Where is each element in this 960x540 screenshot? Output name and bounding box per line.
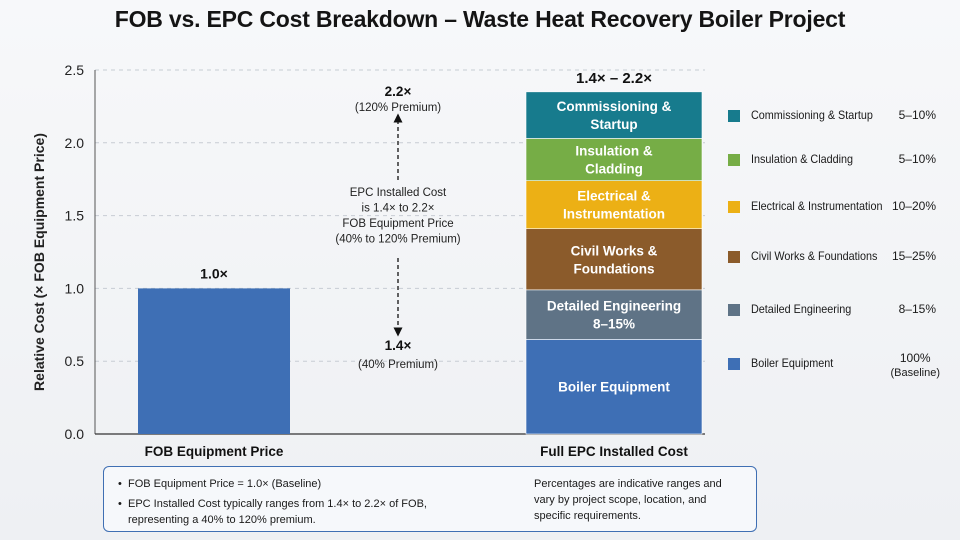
segment-insulation-cladding [525, 138, 703, 181]
segment-label-boiler-equipment: Boiler Equipment [558, 380, 670, 395]
legend-swatch [728, 251, 740, 263]
legend-percentage: 10–20% [891, 199, 936, 213]
x-category-fob: FOB Equipment Price [145, 444, 284, 459]
annotation-middle-text: EPC Installed Cost is 1.4× to 2.2× FOB Equ… [335, 187, 460, 246]
x-category-epc: Full EPC Installed Cost [540, 444, 688, 459]
legend-item: Boiler Equipment 100% (Baseline) [722, 345, 954, 385]
annotation-upper-note: (120% Premium) [355, 102, 441, 114]
legend-item: Electrical & Instrumentation 10–20% [722, 188, 954, 228]
notes-left: FOB Equipment Price = 1.0× (Baseline) EP… [118, 476, 438, 528]
bar-fob-equipment [138, 288, 290, 434]
segment-label-commissioning-startup: Commissioning & Startup [557, 99, 672, 132]
bar-label-fob: 1.0× [200, 265, 228, 281]
legend-item: Commissioning & Startup 5–10% [722, 97, 954, 137]
legend-swatch [728, 304, 740, 316]
legend-swatch [728, 358, 740, 370]
y-tick-label: 2.0 [65, 135, 85, 151]
note-disclaimer: Percentages are indicative ranges and va… [534, 478, 722, 522]
annotation-lower-note: (40% Premium) [358, 359, 438, 371]
legend-swatch [728, 110, 740, 122]
legend-item: Civil Works & Foundations 15–25% [722, 238, 954, 278]
segment-boiler-equipment [525, 339, 703, 435]
segment-detailed-engineering [525, 289, 703, 340]
segment-electrical-instrumentation [525, 180, 703, 230]
note-bullet-epc: EPC Installed Cost typically ranges from… [118, 496, 438, 528]
annotation-lower-value: 1.4× [385, 338, 412, 353]
legend-label: Electrical & Instrumentation [751, 199, 883, 213]
y-tick-label: 1.5 [65, 208, 85, 224]
annotation-upper-value: 2.2× [385, 84, 412, 99]
chart-title: FOB vs. EPC Cost Breakdown – Waste Heat … [114, 6, 846, 32]
legend-swatch [728, 154, 740, 166]
y-tick-label: 0.0 [65, 426, 85, 442]
legend-percentage: 8–15% [898, 302, 936, 316]
legend-percentage: 100% (Baseline) [890, 351, 940, 379]
y-tick-label: 2.5 [65, 62, 85, 78]
legend-item: Insulation & Cladding 5–10% [722, 141, 954, 181]
note-bullet-fob: FOB Equipment Price = 1.0× (Baseline) [118, 476, 438, 492]
legend-item: Detailed Engineering 8–15% [722, 291, 954, 331]
notes-box: FOB Equipment Price = 1.0× (Baseline) EP… [103, 466, 757, 532]
segment-label-electrical-instrumentation: Electrical & Instrumentation [563, 189, 665, 222]
bar-label-epc: 1.4× – 2.2× [576, 70, 652, 87]
y-axis-label: Relative Cost (× FOB Equipment Price) [31, 133, 47, 391]
legend-label: Detailed Engineering [751, 302, 852, 316]
legend-label: Commissioning & Startup [751, 108, 873, 122]
y-tick-label: 1.0 [65, 280, 85, 296]
segment-civil-works-foundations [525, 228, 703, 291]
segment-label-detailed-engineering: Detailed Engineering 8–15% [547, 299, 681, 332]
segment-commissioning-startup [525, 91, 703, 139]
legend-percentage: 5–10% [898, 108, 936, 122]
legend-swatch [728, 201, 740, 213]
y-tick-label: 0.5 [65, 353, 85, 369]
legend-percentage: 15–25% [891, 249, 936, 263]
legend-label: Civil Works & Foundations [751, 249, 878, 263]
legend-label: Insulation & Cladding [751, 152, 854, 166]
legend-label: Boiler Equipment [751, 356, 834, 370]
segment-label-civil-works-foundations: Civil Works & Foundations [571, 243, 658, 276]
segment-label-insulation-cladding: Insulation & Cladding [575, 144, 653, 177]
legend-percentage: 5–10% [898, 152, 936, 166]
